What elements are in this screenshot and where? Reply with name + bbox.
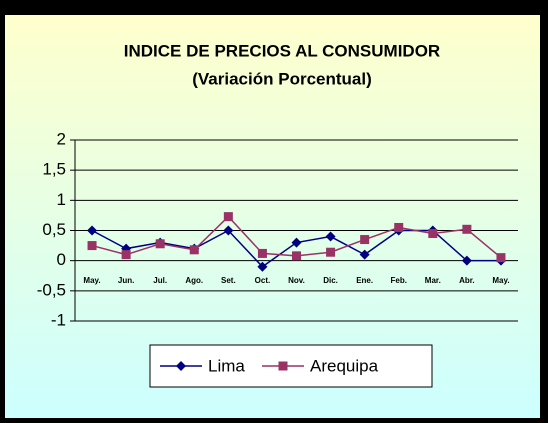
y-tick-label: 2 [57, 129, 66, 148]
point [326, 247, 336, 257]
x-tick-label: Jul. [153, 276, 167, 285]
chart-title: INDICE DE PRECIOS AL CONSUMIDOR [124, 41, 440, 60]
x-tick-label: Mar. [425, 276, 441, 285]
y-tick-label: 1 [57, 190, 66, 209]
legend-label: Lima [208, 356, 245, 375]
x-tick-label: Set. [221, 276, 236, 285]
legend-marker [176, 361, 186, 371]
point [428, 229, 438, 239]
legend-marker [278, 361, 288, 371]
point [223, 225, 234, 236]
x-tick-label: Dic. [323, 276, 338, 285]
x-tick-label: Feb. [391, 276, 407, 285]
y-tick-label: -0,5 [37, 280, 66, 299]
point [325, 231, 336, 242]
point [155, 239, 165, 249]
point [360, 235, 370, 245]
x-tick-label: Oct. [255, 276, 271, 285]
point [87, 225, 98, 236]
point [223, 212, 233, 222]
point [257, 248, 267, 258]
y-tick-label: 1,5 [42, 160, 66, 179]
x-tick-label: Jun. [118, 276, 134, 285]
point [462, 224, 472, 234]
x-tick-label: Ago. [185, 276, 203, 285]
point [359, 249, 370, 260]
x-tick-label: Nov. [288, 276, 305, 285]
x-tick-label: Ene. [356, 276, 373, 285]
chart-subtitle: (Variación Porcentual) [192, 69, 372, 88]
point [496, 253, 506, 263]
point [394, 222, 404, 232]
point [291, 237, 302, 248]
legend-label: Arequipa [310, 356, 379, 375]
y-tick-label: 0 [57, 250, 66, 269]
point [121, 250, 131, 260]
point [292, 251, 301, 261]
x-tick-label: May. [83, 276, 100, 285]
point [87, 241, 97, 251]
point [257, 261, 268, 272]
point [461, 255, 472, 266]
point [189, 245, 199, 255]
x-tick-label: May. [492, 276, 509, 285]
y-tick-label: -1 [51, 310, 66, 329]
x-tick-label: Abr. [459, 276, 475, 285]
y-tick-label: 0,5 [42, 220, 66, 239]
